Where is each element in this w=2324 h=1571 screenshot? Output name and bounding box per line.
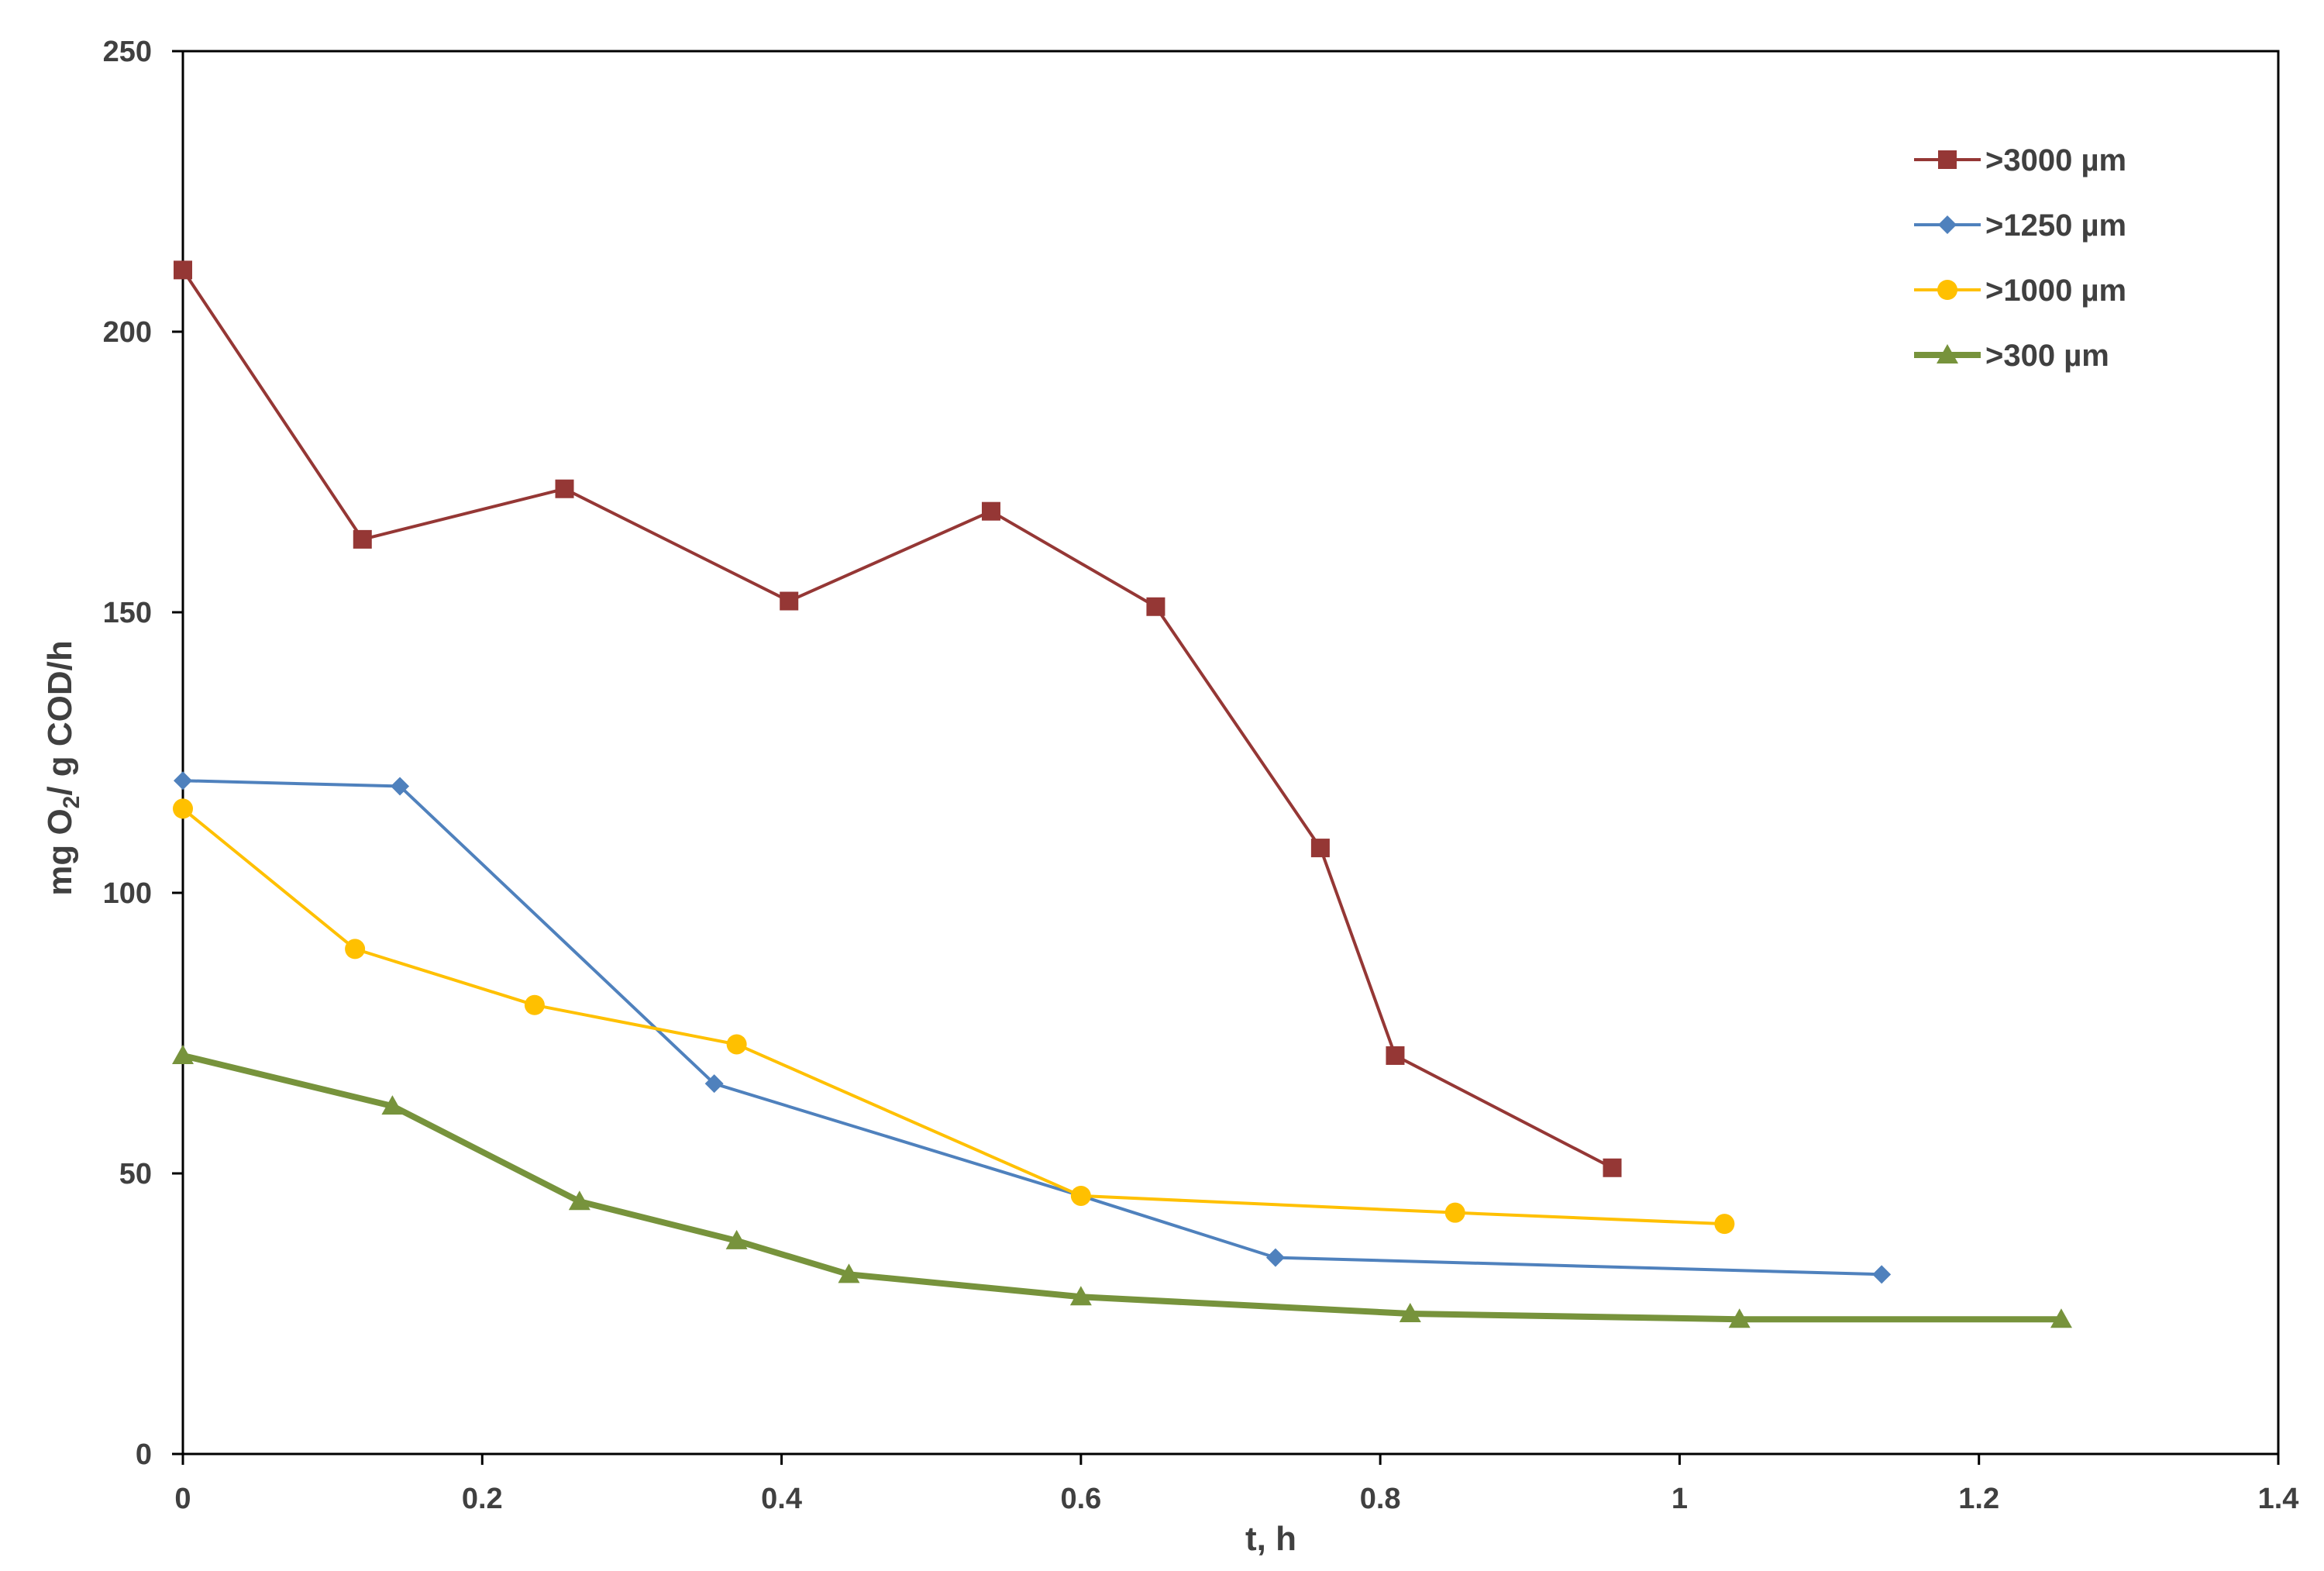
legend-marker — [1937, 280, 1957, 300]
legend-marker — [1938, 150, 1957, 169]
series-layer — [172, 260, 2072, 1328]
x-tick-label: 0.2 — [462, 1483, 503, 1515]
data-point — [2050, 1308, 2072, 1328]
data-point — [345, 939, 366, 959]
y-tick-label: 200 — [103, 316, 152, 349]
y-tick-label: 100 — [103, 877, 152, 910]
data-point — [704, 1074, 724, 1094]
x-tick-label: 0 — [174, 1483, 191, 1515]
axis-ticks: 0 0.2 0.4 0.6 0.8 1 1.2 1.4 0 50 100 150 200 250 — [103, 36, 2299, 1515]
legend-entry: >1250 µm — [1914, 208, 2126, 243]
data-point — [981, 501, 1000, 521]
data-point — [1265, 1248, 1285, 1267]
x-tick-label: 0.6 — [1060, 1483, 1101, 1515]
y-tick-label: 50 — [119, 1158, 152, 1190]
y-axis-title-subscript: 2 — [59, 796, 84, 809]
x-tick-label: 1 — [1672, 1483, 1688, 1515]
data-point — [1728, 1308, 1751, 1328]
series-line — [182, 779, 1882, 1276]
y-axis-title-prefix: mg O — [41, 808, 79, 895]
y-tick-label: 150 — [103, 597, 152, 629]
data-point — [174, 260, 192, 280]
data-point — [568, 1190, 590, 1211]
data-point — [838, 1263, 860, 1283]
data-point — [353, 529, 372, 549]
data-point — [1872, 1265, 1892, 1284]
data-point — [381, 1095, 404, 1115]
y-axis-title-suffix: / g COD/h — [41, 640, 79, 795]
legend-label: >1250 µm — [1985, 208, 2126, 243]
legend-marker — [1937, 344, 1958, 363]
data-point — [1603, 1158, 1622, 1177]
legend-marker — [1938, 215, 1957, 234]
x-tick-label: 1.4 — [2258, 1483, 2299, 1515]
plot-area — [181, 50, 2280, 1456]
plot-border — [181, 50, 2280, 1456]
legend-label: >3000 µm — [1985, 143, 2126, 177]
x-tick-label: 1.2 — [1958, 1483, 1999, 1515]
legend-entry: >3000 µm — [1914, 143, 2126, 177]
data-point — [725, 1229, 748, 1249]
data-point — [1070, 1185, 1091, 1206]
data-point — [1146, 597, 1165, 616]
legend-entry: >1000 µm — [1914, 274, 2126, 308]
data-point — [174, 771, 192, 791]
data-point — [1069, 1286, 1092, 1306]
data-point — [1310, 839, 1330, 858]
data-point — [555, 479, 574, 498]
data-point — [1399, 1303, 1421, 1322]
data-point — [524, 994, 545, 1015]
data-point — [1386, 1046, 1405, 1065]
series-4 — [172, 1044, 2072, 1328]
y-tick-label: 0 — [136, 1438, 152, 1471]
data-point — [172, 1044, 194, 1064]
series-3 — [173, 798, 1735, 1235]
series-line — [181, 269, 1613, 1170]
data-point — [1714, 1214, 1735, 1235]
series-1 — [174, 260, 1622, 1177]
legend-label: >1000 µm — [1985, 274, 2126, 308]
series-line — [181, 807, 1725, 1226]
legend: >3000 µm >1250 µm >1000 µm >300 µm — [1914, 143, 2126, 373]
y-tick-label: 250 — [103, 36, 152, 68]
x-tick-label: 0.8 — [1360, 1483, 1401, 1515]
data-point — [173, 798, 193, 819]
x-tick-label: 0.4 — [761, 1483, 802, 1515]
series-2 — [174, 771, 1892, 1284]
series-line — [182, 1053, 2061, 1323]
data-point — [1444, 1202, 1465, 1223]
legend-entry: >300 µm — [1914, 339, 2109, 373]
data-point — [391, 777, 410, 796]
legend-label: >300 µm — [1985, 339, 2109, 373]
x-axis-title: t, h — [1245, 1520, 1296, 1558]
data-point — [780, 591, 799, 611]
y-axis-title: mg O2/ g COD/h — [41, 640, 84, 896]
data-point — [726, 1034, 747, 1055]
